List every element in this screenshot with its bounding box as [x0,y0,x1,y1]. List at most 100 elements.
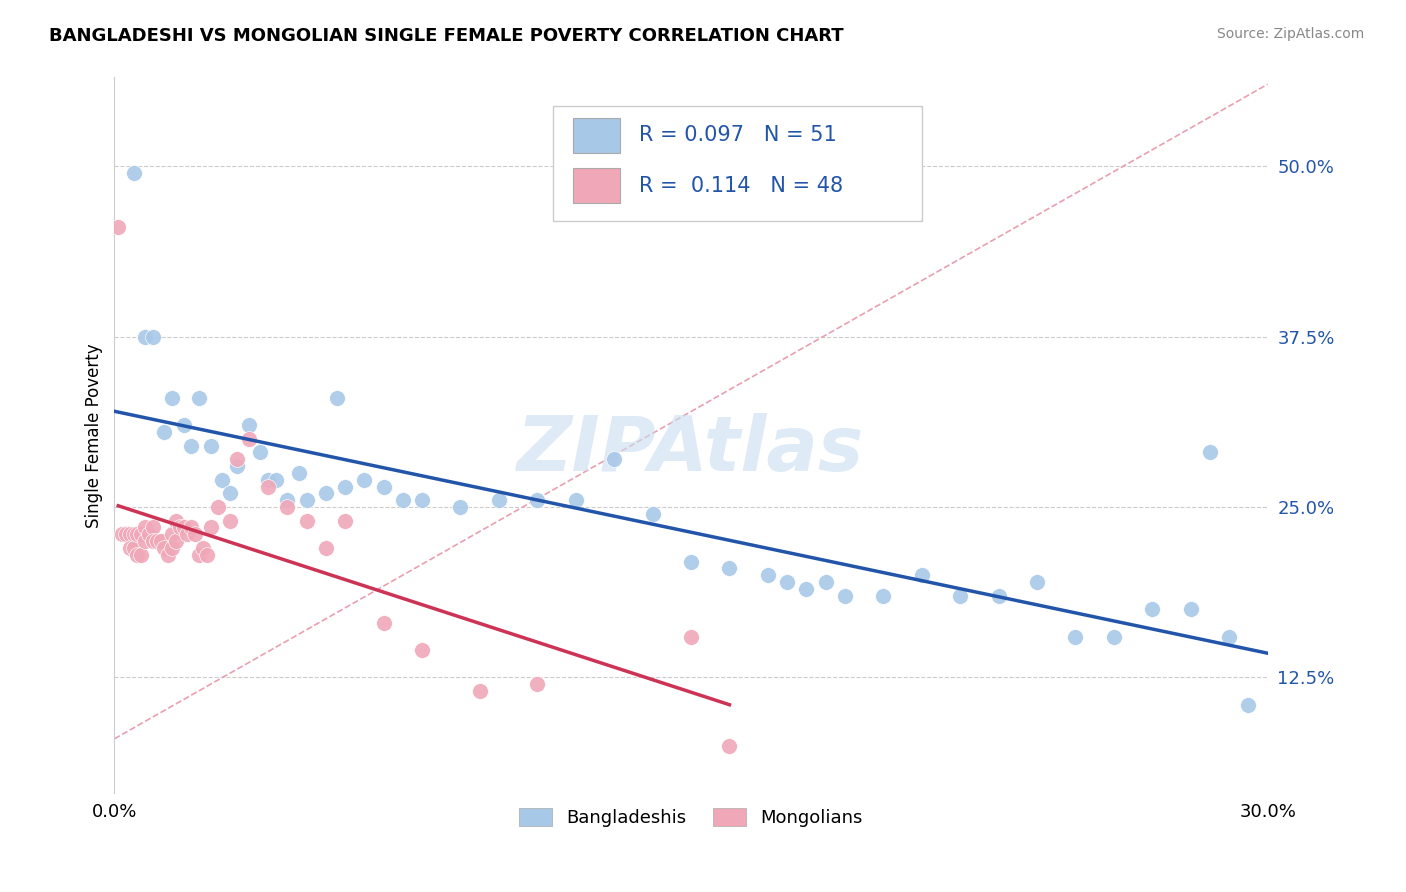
Point [391,493,413,508]
Point [149,534,172,549]
Point [138,527,160,541]
Point [142,534,165,549]
Point [276,500,298,514]
Point [173,520,195,534]
Point [176,527,198,541]
Point [987,589,1010,603]
Text: BANGLADESHI VS MONGOLIAN SINGLE FEMALE POVERTY CORRELATION CHART: BANGLADESHI VS MONGOLIAN SINGLE FEMALE P… [49,27,844,45]
Point [1064,630,1087,644]
Point [373,615,395,630]
Point [1142,602,1164,616]
Y-axis label: Single Female Poverty: Single Female Poverty [86,343,103,528]
Point [718,739,741,753]
Point [295,493,318,508]
Point [315,486,337,500]
Point [127,527,149,541]
Point [122,166,145,180]
Point [226,452,249,467]
Point [526,677,548,691]
Point [679,630,702,644]
Point [1237,698,1260,712]
Point [191,541,214,555]
Point [134,329,156,343]
Point [207,500,229,514]
Point [118,541,141,555]
Point [264,473,287,487]
Point [188,548,211,562]
Point [564,493,586,508]
Point [160,541,183,555]
Point [814,574,837,589]
Point [641,507,664,521]
Point [195,548,218,562]
Point [373,479,395,493]
Point [218,514,240,528]
Point [776,574,799,589]
Point [218,486,240,500]
Point [142,329,165,343]
Point [118,527,141,541]
Point [276,493,298,508]
Point [145,534,167,549]
Text: ZIPAtlas: ZIPAtlas [517,413,865,487]
Point [1180,602,1202,616]
Point [257,473,280,487]
Point [134,534,156,549]
Point [1102,630,1125,644]
Point [526,493,548,508]
Point [449,500,471,514]
Text: R = 0.097   N = 51: R = 0.097 N = 51 [640,126,837,145]
Point [679,555,702,569]
Point [257,479,280,493]
Point [188,391,211,405]
Point [353,473,375,487]
Point [115,527,138,541]
Point [249,445,271,459]
Point [180,520,202,534]
Point [131,548,153,562]
Point [1199,445,1222,459]
Point [153,425,176,439]
Point [165,534,187,549]
Point [134,520,156,534]
Point [184,527,207,541]
Point [165,514,187,528]
Point [200,439,222,453]
Point [238,418,260,433]
Point [169,520,191,534]
Point [142,520,165,534]
Point [122,527,145,541]
Point [238,432,260,446]
Legend: Bangladeshis, Mongolians: Bangladeshis, Mongolians [512,801,870,834]
FancyBboxPatch shape [553,106,922,220]
Point [1218,630,1240,644]
Text: R =  0.114   N = 48: R = 0.114 N = 48 [640,176,844,195]
Point [153,541,176,555]
Point [226,459,249,474]
Text: Source: ZipAtlas.com: Source: ZipAtlas.com [1216,27,1364,41]
FancyBboxPatch shape [574,169,620,202]
Point [107,220,129,235]
Point [911,568,934,582]
Point [160,391,183,405]
Point [603,452,626,467]
Point [200,520,222,534]
Point [111,527,134,541]
Point [333,514,356,528]
Point [411,493,433,508]
Point [468,684,491,698]
Point [180,439,202,453]
Point [122,541,145,555]
Point [796,582,818,596]
Point [288,466,311,480]
Point [157,548,180,562]
Point [295,514,318,528]
Point [160,527,183,541]
Point [315,541,337,555]
Point [834,589,856,603]
Point [1026,574,1049,589]
Point [127,548,149,562]
Point [949,589,972,603]
Point [333,479,356,493]
Point [872,589,894,603]
